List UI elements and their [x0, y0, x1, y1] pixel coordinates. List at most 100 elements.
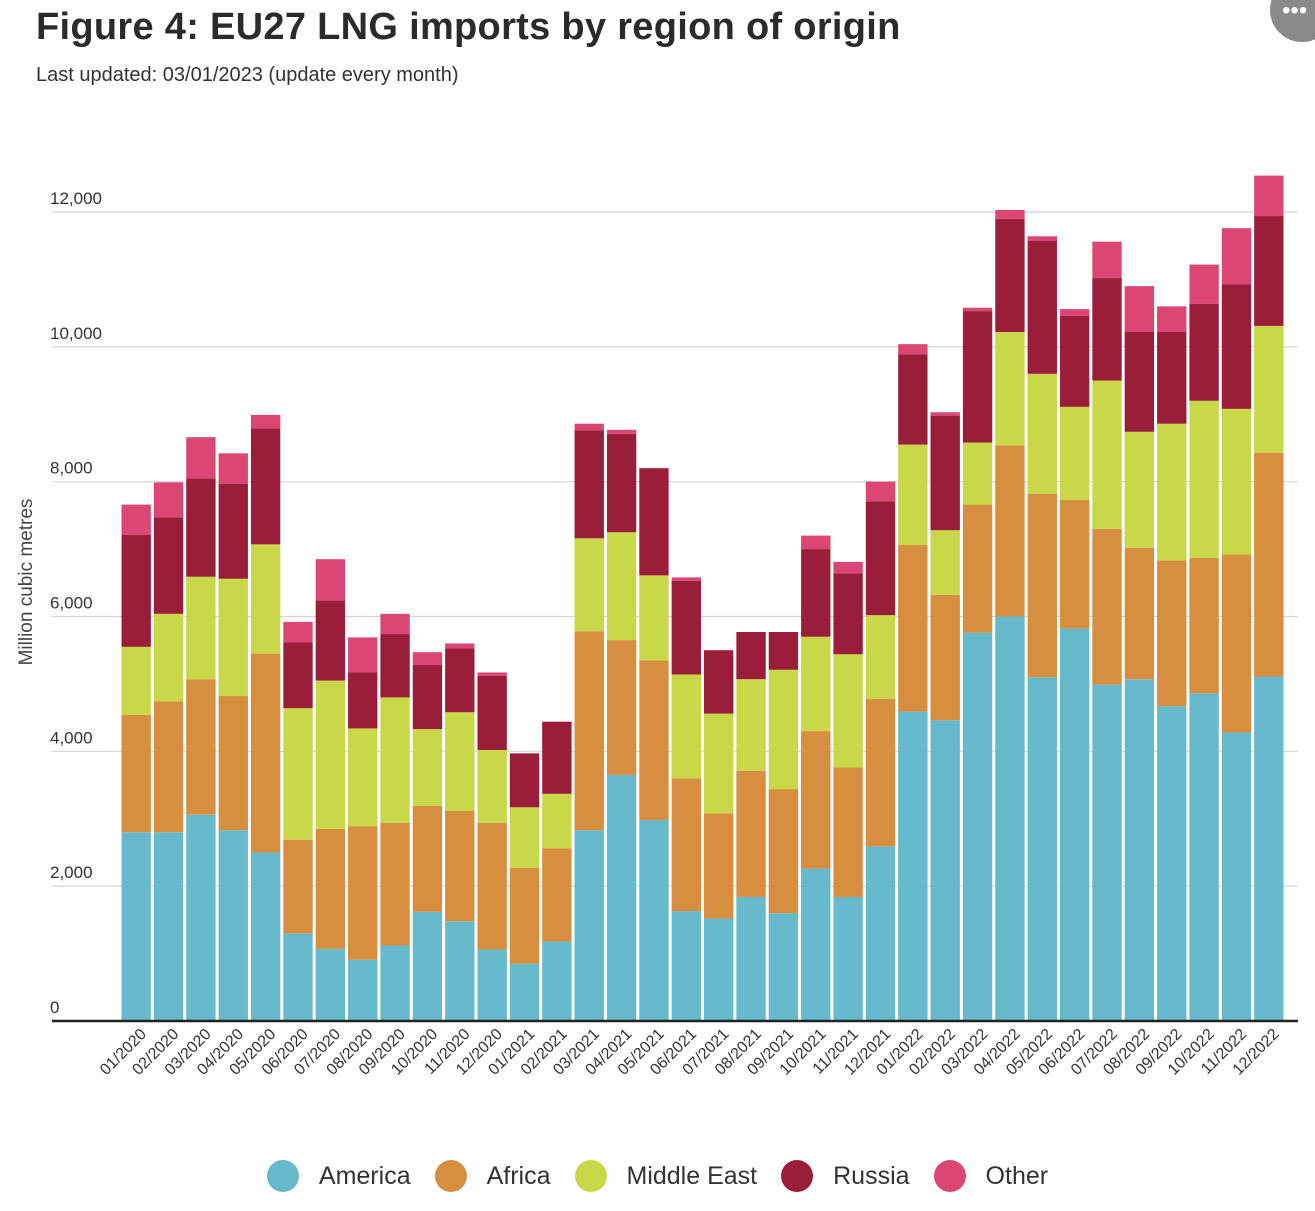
- bar-segment-america[interactable]: [898, 711, 928, 1021]
- bar-segment-africa[interactable]: [574, 631, 604, 831]
- bar-segment-russia[interactable]: [218, 483, 248, 579]
- bar-segment-america[interactable]: [1092, 684, 1122, 1021]
- bar-segment-africa[interactable]: [1027, 493, 1057, 678]
- bar-segment-other[interactable]: [1027, 236, 1057, 241]
- bar-segment-africa[interactable]: [218, 696, 248, 831]
- bar-segment-middle-east[interactable]: [639, 575, 669, 661]
- bar-segment-other[interactable]: [315, 559, 346, 601]
- bar-segment-russia[interactable]: [671, 580, 701, 675]
- bar-segment-other[interactable]: [1189, 264, 1219, 304]
- bar-segment-africa[interactable]: [153, 701, 184, 833]
- bar-segment-other[interactable]: [250, 414, 281, 429]
- bar-segment-africa[interactable]: [348, 826, 378, 960]
- bar-segment-other[interactable]: [865, 481, 896, 502]
- bar-segment-africa[interactable]: [865, 698, 896, 847]
- bar-segment-africa[interactable]: [283, 839, 313, 934]
- bar-segment-africa[interactable]: [509, 867, 540, 964]
- bar-segment-russia[interactable]: [1092, 278, 1122, 381]
- bar-segment-africa[interactable]: [704, 813, 734, 919]
- bar-segment-russia[interactable]: [865, 501, 896, 616]
- bar-segment-other[interactable]: [833, 561, 863, 574]
- bar-segment-russia[interactable]: [704, 650, 734, 714]
- bar-segment-africa[interactable]: [315, 828, 346, 949]
- bar-segment-africa[interactable]: [768, 789, 799, 914]
- bar-segment-other[interactable]: [153, 482, 184, 518]
- bar-segment-middle-east[interactable]: [250, 544, 281, 654]
- bar-segment-middle-east[interactable]: [1059, 406, 1090, 500]
- bar-segment-america[interactable]: [1189, 693, 1219, 1021]
- bar-segment-africa[interactable]: [1254, 452, 1284, 677]
- bar-segment-middle-east[interactable]: [1254, 325, 1284, 453]
- bar-segment-africa[interactable]: [930, 594, 960, 721]
- bar-segment-africa[interactable]: [833, 767, 863, 897]
- bar-segment-middle-east[interactable]: [380, 697, 410, 823]
- bar-segment-other[interactable]: [445, 643, 475, 649]
- bar-segment-middle-east[interactable]: [1189, 400, 1219, 558]
- bar-segment-other[interactable]: [801, 535, 831, 550]
- bar-segment-america[interactable]: [833, 896, 863, 1021]
- bar-segment-africa[interactable]: [898, 545, 928, 712]
- bar-segment-middle-east[interactable]: [801, 636, 831, 732]
- bar-segment-middle-east[interactable]: [704, 713, 734, 814]
- bar-segment-africa[interactable]: [250, 653, 281, 853]
- bar-segment-russia[interactable]: [283, 642, 313, 709]
- bar-segment-other[interactable]: [348, 637, 378, 673]
- bar-segment-russia[interactable]: [412, 665, 443, 730]
- bar-segment-middle-east[interactable]: [445, 712, 475, 811]
- bar-segment-america[interactable]: [445, 921, 475, 1021]
- bar-segment-middle-east[interactable]: [186, 576, 216, 680]
- bar-segment-middle-east[interactable]: [930, 530, 960, 595]
- legend-item-other[interactable]: Other: [933, 1160, 1048, 1192]
- bar-segment-africa[interactable]: [1157, 560, 1187, 707]
- bar-segment-america[interactable]: [574, 830, 604, 1021]
- bar-segment-other[interactable]: [962, 307, 993, 312]
- bar-segment-middle-east[interactable]: [153, 613, 184, 702]
- bar-segment-middle-east[interactable]: [865, 615, 896, 699]
- bar-segment-middle-east[interactable]: [898, 444, 928, 546]
- bar-segment-russia[interactable]: [768, 632, 799, 670]
- bar-segment-middle-east[interactable]: [1092, 380, 1122, 529]
- bar-segment-middle-east[interactable]: [477, 749, 507, 823]
- bar-segment-russia[interactable]: [736, 632, 766, 680]
- bar-segment-america[interactable]: [121, 832, 151, 1021]
- bar-segment-russia[interactable]: [606, 433, 637, 533]
- bar-segment-america[interactable]: [704, 918, 734, 1021]
- bar-segment-africa[interactable]: [186, 679, 216, 815]
- bar-segment-russia[interactable]: [1189, 303, 1219, 401]
- bar-segment-america[interactable]: [477, 949, 507, 1021]
- bar-segment-russia[interactable]: [509, 753, 540, 808]
- bar-segment-middle-east[interactable]: [1157, 423, 1187, 561]
- bar-segment-other[interactable]: [218, 453, 248, 484]
- bar-segment-america[interactable]: [509, 963, 540, 1021]
- bar-segment-middle-east[interactable]: [962, 442, 993, 505]
- bar-segment-africa[interactable]: [1092, 528, 1122, 685]
- bar-segment-other[interactable]: [380, 613, 410, 635]
- bar-segment-middle-east[interactable]: [315, 680, 346, 829]
- bar-segment-middle-east[interactable]: [283, 708, 313, 840]
- bar-segment-middle-east[interactable]: [768, 669, 799, 790]
- bar-segment-russia[interactable]: [1124, 332, 1155, 432]
- bar-segment-middle-east[interactable]: [1221, 408, 1252, 555]
- bar-segment-middle-east[interactable]: [1027, 373, 1057, 494]
- bar-segment-america[interactable]: [995, 616, 1025, 1022]
- bar-segment-america[interactable]: [1059, 628, 1090, 1021]
- bar-segment-middle-east[interactable]: [995, 332, 1025, 446]
- bar-segment-other[interactable]: [606, 429, 637, 434]
- bar-segment-africa[interactable]: [121, 714, 151, 833]
- bar-segment-america[interactable]: [1254, 676, 1284, 1022]
- bar-segment-middle-east[interactable]: [509, 807, 540, 868]
- bar-segment-middle-east[interactable]: [736, 679, 766, 771]
- bar-segment-middle-east[interactable]: [121, 646, 151, 715]
- bar-segment-middle-east[interactable]: [542, 793, 572, 849]
- bar-segment-america[interactable]: [380, 945, 410, 1021]
- bar-segment-america[interactable]: [1157, 706, 1187, 1021]
- bar-segment-middle-east[interactable]: [671, 674, 701, 779]
- bar-segment-africa[interactable]: [962, 504, 993, 633]
- bar-segment-america[interactable]: [283, 933, 313, 1021]
- bar-segment-america[interactable]: [542, 941, 572, 1021]
- bar-segment-america[interactable]: [1027, 677, 1057, 1021]
- bar-segment-africa[interactable]: [542, 848, 572, 942]
- bar-segment-russia[interactable]: [348, 672, 378, 729]
- bar-segment-middle-east[interactable]: [1124, 431, 1155, 548]
- bar-segment-russia[interactable]: [153, 517, 184, 614]
